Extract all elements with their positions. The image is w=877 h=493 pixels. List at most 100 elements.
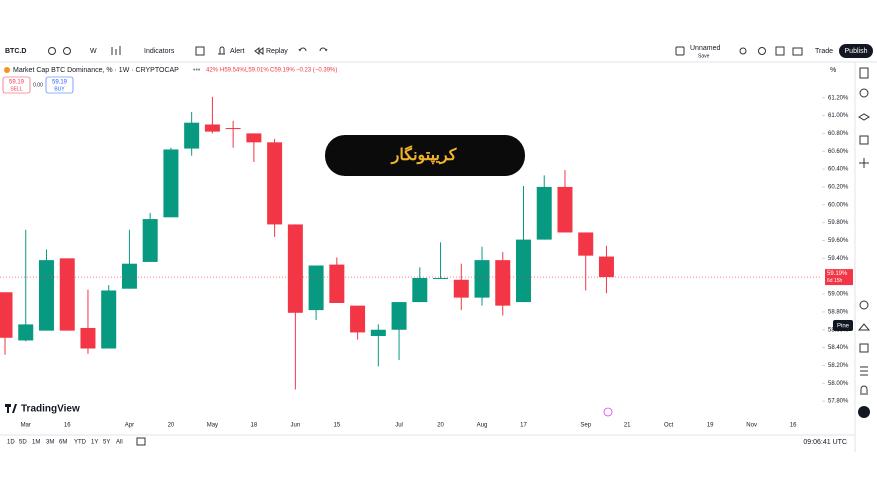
- publish-label: Publish: [845, 48, 868, 55]
- range-buttons: 1D 5D 1M 3M 6M YTD 1Y 5Y All: [7, 440, 123, 446]
- overlay-pill: [325, 135, 525, 176]
- ideas-icon[interactable]: [859, 158, 869, 168]
- candle-body: [350, 305, 366, 333]
- legend-change: −0.23 (−0.39%): [296, 68, 337, 74]
- range-button[interactable]: 1D: [7, 440, 15, 446]
- target-icon[interactable]: [859, 300, 869, 310]
- add-symbol-icon[interactable]: [48, 47, 56, 55]
- y-tick-label: 60.80%: [828, 131, 849, 137]
- settings-icon[interactable]: [758, 47, 766, 55]
- buy-price: 59.19: [52, 80, 68, 86]
- replay-button[interactable]: Replay: [266, 48, 288, 55]
- sell-price: 59.19: [9, 80, 25, 86]
- range-button[interactable]: YTD: [74, 440, 87, 446]
- candle-body: [59, 258, 75, 331]
- candle-body: [80, 327, 96, 349]
- sidebar-icons: [857, 67, 871, 395]
- x-tick-label: Jul: [395, 423, 403, 429]
- candle-body: [38, 260, 54, 331]
- range-button[interactable]: 3M: [46, 440, 54, 446]
- buy-button[interactable]: [45, 76, 74, 94]
- layout-icon[interactable]: [675, 46, 685, 56]
- range-button[interactable]: 6M: [59, 440, 67, 446]
- candle-body: [495, 260, 511, 306]
- calendar-icon[interactable]: [859, 343, 869, 353]
- x-tick-label: 18: [251, 423, 258, 429]
- legend-close: C59.19%: [270, 68, 295, 74]
- x-tick-label: Nov: [746, 423, 757, 429]
- watermark: TradingView: [21, 404, 80, 415]
- chat-icon[interactable]: [859, 135, 869, 145]
- redo-icon[interactable]: [319, 47, 328, 52]
- apps-icon[interactable]: [858, 406, 870, 418]
- candle-body: [412, 277, 428, 303]
- x-tick-label: Sep: [580, 423, 591, 429]
- candle-body: [204, 124, 220, 132]
- symbol[interactable]: BTC.D: [5, 48, 26, 55]
- y-tick-label: 60.40%: [828, 167, 849, 173]
- candle-body: [163, 149, 179, 218]
- snapshot-icon[interactable]: [792, 47, 803, 56]
- replay-icon[interactable]: [254, 47, 264, 55]
- layers-icon[interactable]: [858, 113, 870, 121]
- countdown: 6d 15h: [827, 278, 843, 284]
- candle-body: [578, 232, 594, 256]
- alerts-icon[interactable]: [859, 88, 869, 98]
- legend-title: Market Cap BTC Dominance, % · 1W · CRYPT…: [13, 67, 179, 74]
- pine-icon[interactable]: [857, 323, 871, 331]
- axis-unit: %: [830, 67, 836, 74]
- candle-body: [516, 239, 531, 303]
- x-tick-label: Mar: [21, 423, 31, 429]
- x-tick-label: 19: [707, 423, 714, 429]
- candle-body: [370, 329, 386, 336]
- last-price-box: [825, 269, 853, 286]
- notifications-icon[interactable]: [860, 385, 868, 395]
- range-button[interactable]: 1Y: [91, 440, 98, 446]
- interval[interactable]: W: [90, 48, 97, 55]
- y-tick-label: 61.00%: [828, 113, 849, 119]
- candle-body: [453, 279, 469, 298]
- candle-body: [598, 256, 614, 278]
- trade-button[interactable]: Trade: [815, 48, 833, 55]
- legend-open: 42%: [206, 68, 219, 74]
- save-status: Save: [698, 53, 710, 59]
- alert-icon[interactable]: [218, 46, 225, 55]
- alert-button[interactable]: Alert: [230, 48, 244, 55]
- spread: 0.00: [33, 82, 43, 88]
- candle-body: [391, 302, 407, 330]
- range-button[interactable]: 5D: [19, 440, 27, 446]
- range-button[interactable]: 5Y: [103, 440, 110, 446]
- compare-icon[interactable]: [63, 47, 71, 55]
- search-icon[interactable]: [739, 47, 747, 55]
- candle-body: [308, 265, 324, 311]
- range-button[interactable]: 1M: [32, 440, 40, 446]
- x-tick-label: May: [207, 423, 218, 429]
- range-button[interactable]: All: [116, 440, 123, 446]
- x-tick-label: 21: [624, 423, 631, 429]
- undo-icon[interactable]: [298, 47, 307, 52]
- legend-menu[interactable]: •••: [193, 67, 201, 74]
- indicators-button[interactable]: Indicators: [144, 48, 175, 55]
- watermark-logo: [5, 404, 17, 413]
- y-tick-label: 58.20%: [828, 363, 849, 369]
- fullscreen-icon[interactable]: [775, 46, 785, 56]
- templates-icon[interactable]: [195, 46, 205, 56]
- indicators-icon[interactable]: [111, 46, 121, 55]
- y-tick-label: 58.00%: [828, 381, 849, 387]
- candle-body: [121, 263, 137, 289]
- watchlist-icon[interactable]: [859, 67, 869, 79]
- candle-body: [329, 264, 345, 303]
- sell-button[interactable]: [2, 76, 31, 94]
- layout-name[interactable]: Unnamed: [690, 45, 720, 52]
- news-icon[interactable]: [860, 366, 868, 376]
- event-icon[interactable]: [603, 407, 613, 417]
- y-tick-label: 58.80%: [828, 309, 849, 315]
- goto-date-icon[interactable]: [136, 437, 146, 446]
- x-tick-label: Oct: [664, 423, 674, 429]
- candle-body: [101, 290, 117, 349]
- publish-button[interactable]: [839, 44, 873, 58]
- candle-body: [0, 292, 13, 338]
- y-tick-label: 61.20%: [828, 95, 849, 101]
